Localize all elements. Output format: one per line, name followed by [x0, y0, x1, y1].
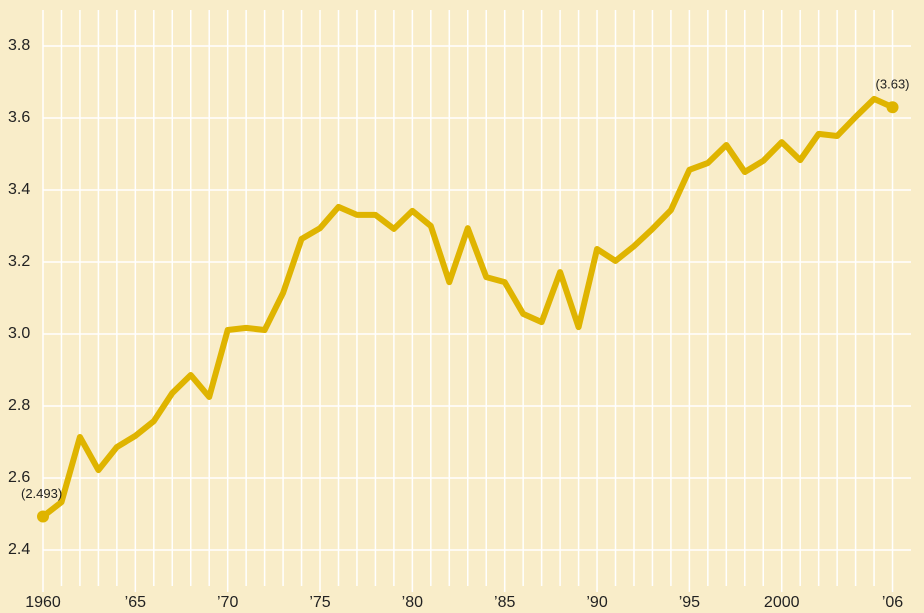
end-point: [37, 510, 49, 523]
y-tick-label: 2.4: [8, 541, 30, 558]
y-tick-label: 3.6: [8, 109, 30, 126]
y-tick-label: 2.6: [8, 469, 30, 486]
x-tick-label: 1960: [25, 594, 61, 611]
end-point: [886, 101, 899, 114]
y-tick-label: 3.2: [8, 253, 30, 270]
x-tick-label: ’85: [494, 594, 515, 611]
x-tick-label: ’65: [125, 594, 146, 611]
x-tick-label: ’90: [586, 594, 607, 611]
x-tick-label: ’75: [309, 594, 330, 611]
annotation: (3.63): [876, 77, 910, 92]
x-tick-label: ’95: [679, 594, 700, 611]
x-tick-label: ’80: [402, 594, 423, 611]
y-tick-label: 2.8: [8, 397, 30, 414]
x-tick-label: ’70: [217, 594, 238, 611]
annotation: (2.493): [21, 486, 62, 501]
y-tick-label: 3.4: [8, 181, 30, 198]
x-tick-label: ’06: [882, 594, 903, 611]
data-line: [41, 95, 894, 519]
y-tick-label: 3.0: [8, 325, 30, 342]
y-tick-label: 3.8: [8, 37, 30, 54]
x-tick-label: 2000: [764, 594, 800, 611]
